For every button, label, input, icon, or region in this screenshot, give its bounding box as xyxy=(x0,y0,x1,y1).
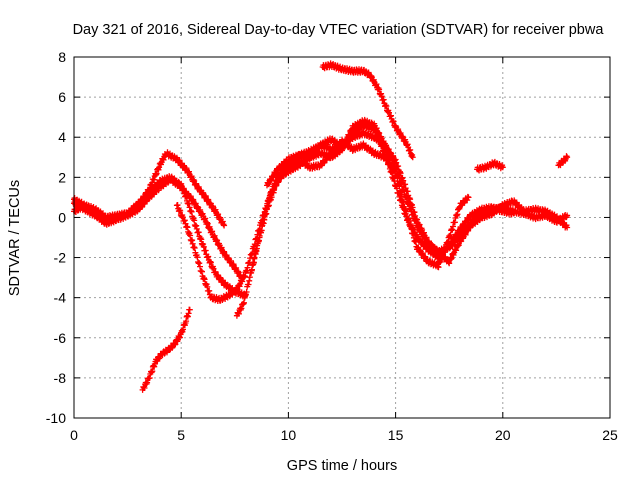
y-tick-label: -2 xyxy=(54,250,67,266)
series-segment-20h xyxy=(474,158,506,174)
series-track-7 xyxy=(264,116,571,267)
y-tick-label: 0 xyxy=(58,209,66,225)
x-tick-label: 10 xyxy=(281,427,297,443)
plot-frame xyxy=(73,56,611,419)
axis-ticks: 0 5 10 15 20 25 -10 -8 -6 -4 -2 0 2 4 6 8 xyxy=(46,49,618,443)
x-tick-label: 0 xyxy=(70,427,78,443)
series-segment-high xyxy=(319,60,416,161)
y-tick-label: -10 xyxy=(46,410,66,426)
series-markers xyxy=(139,306,193,393)
series-track-3 xyxy=(71,173,249,300)
y-tick-label: 2 xyxy=(58,169,66,185)
x-tick-label: 5 xyxy=(177,427,185,443)
y-tick-label: 4 xyxy=(58,129,66,145)
x-tick-label: 25 xyxy=(602,427,618,443)
x-tick-label: 15 xyxy=(388,427,404,443)
y-tick-label: 8 xyxy=(58,49,66,65)
series-markers xyxy=(319,60,416,161)
series-segment-low xyxy=(139,306,193,393)
series-markers xyxy=(233,128,571,319)
y-tick-label: -8 xyxy=(54,370,67,386)
series-markers xyxy=(555,153,571,169)
y-tick-label: -4 xyxy=(54,290,67,306)
series-segment-23h xyxy=(555,153,571,169)
series-track-2 xyxy=(71,175,245,281)
x-axis-label: GPS time / hours xyxy=(287,458,397,474)
series-markers xyxy=(474,158,506,174)
series-markers xyxy=(71,175,245,281)
data-marks xyxy=(71,60,571,393)
series-track-5 xyxy=(233,128,571,319)
series-markers xyxy=(71,173,249,300)
y-tick-label: 6 xyxy=(58,89,66,105)
chart-title: Day 321 of 2016, Sidereal Day-to-day VTE… xyxy=(73,22,605,38)
series-markers xyxy=(264,116,571,267)
x-tick-label: 20 xyxy=(495,427,511,443)
y-axis-label: SDTVAR / TECUs xyxy=(7,180,23,296)
y-tick-label: -6 xyxy=(54,330,67,346)
